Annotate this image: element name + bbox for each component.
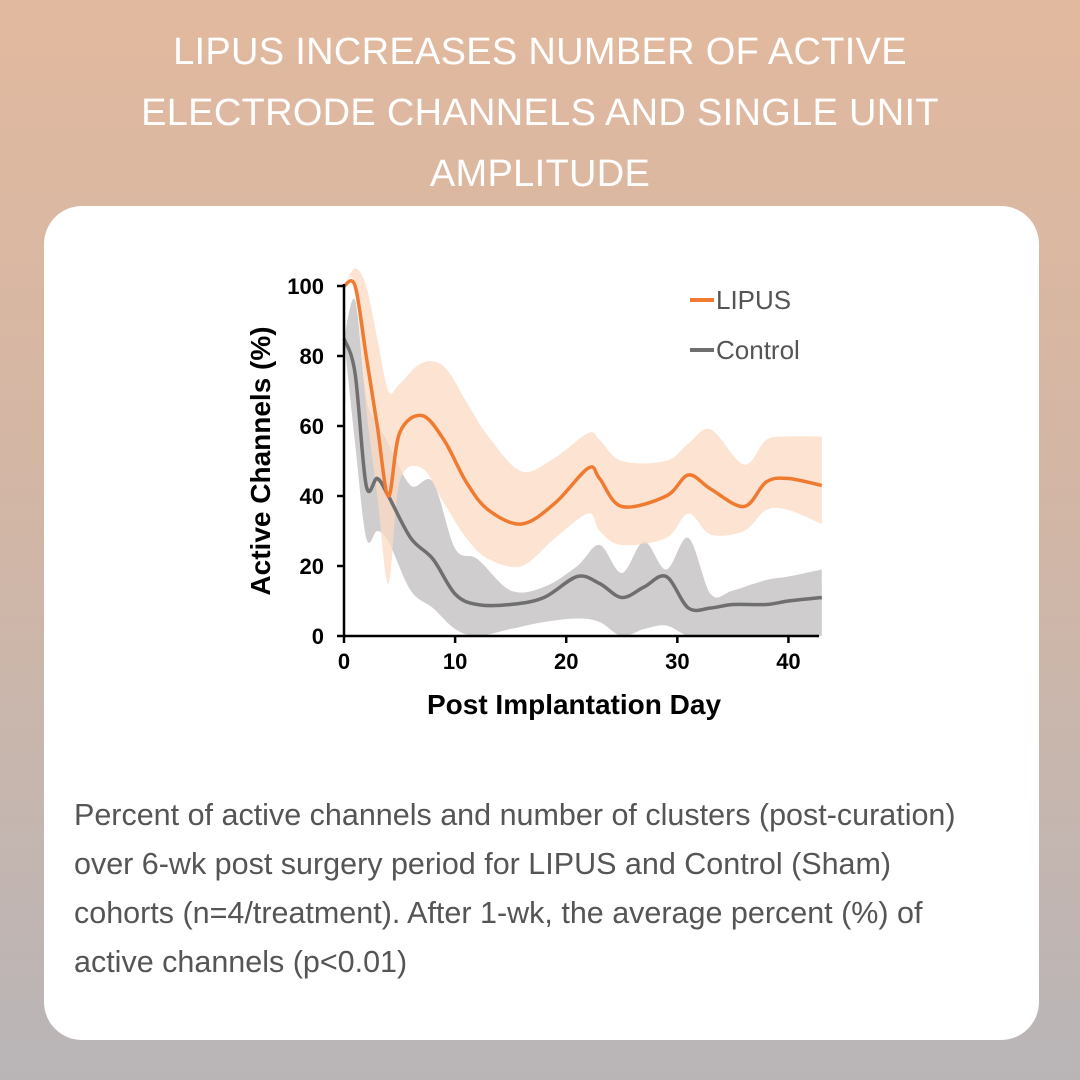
title-line-1: LIPUS INCREASES NUMBER OF ACTIVE xyxy=(173,31,907,73)
x-tick-label: 20 xyxy=(554,649,578,674)
x-tick-label: 10 xyxy=(443,649,467,674)
content-card: 0 20 40 60 80 100 0 10 20 30 40 Active Channels (%… xyxy=(44,206,1039,1040)
y-tick-label: 80 xyxy=(300,344,324,369)
x-axis-label: Post Implantation Day xyxy=(427,689,721,720)
y-tick-label: 20 xyxy=(300,554,324,579)
y-axis-label: Active Channels (%) xyxy=(245,326,276,595)
title-line-3: AMPLITUDE xyxy=(429,153,651,195)
legend-lipus-label: LIPUS xyxy=(716,285,791,315)
x-tick-label: 30 xyxy=(665,649,689,674)
control-series-line xyxy=(342,337,822,613)
x-tick-label: 40 xyxy=(776,649,800,674)
legend-control-label: Control xyxy=(716,335,800,365)
y-tick-label: 40 xyxy=(300,484,324,509)
lipus-series-line xyxy=(343,279,823,526)
title-line-2: ELECTRODE CHANNELS AND SINGLE UNIT xyxy=(141,92,939,134)
page-title: LIPUS INCREASES NUMBER OF ACTIVE ELECTRO… xyxy=(40,22,1040,205)
legend: LIPUS Control xyxy=(690,285,800,365)
y-tick-label: 0 xyxy=(312,624,324,649)
lipus-confidence-band xyxy=(344,268,822,584)
figure-caption: Percent of active channels and number of… xyxy=(74,798,956,979)
x-tick-label: 0 xyxy=(338,649,350,674)
y-tick-label: 60 xyxy=(300,414,324,439)
active-channels-chart: 0 20 40 60 80 100 0 10 20 30 40 Active Channels (%… xyxy=(245,268,823,720)
y-tick-label: 100 xyxy=(287,274,324,299)
